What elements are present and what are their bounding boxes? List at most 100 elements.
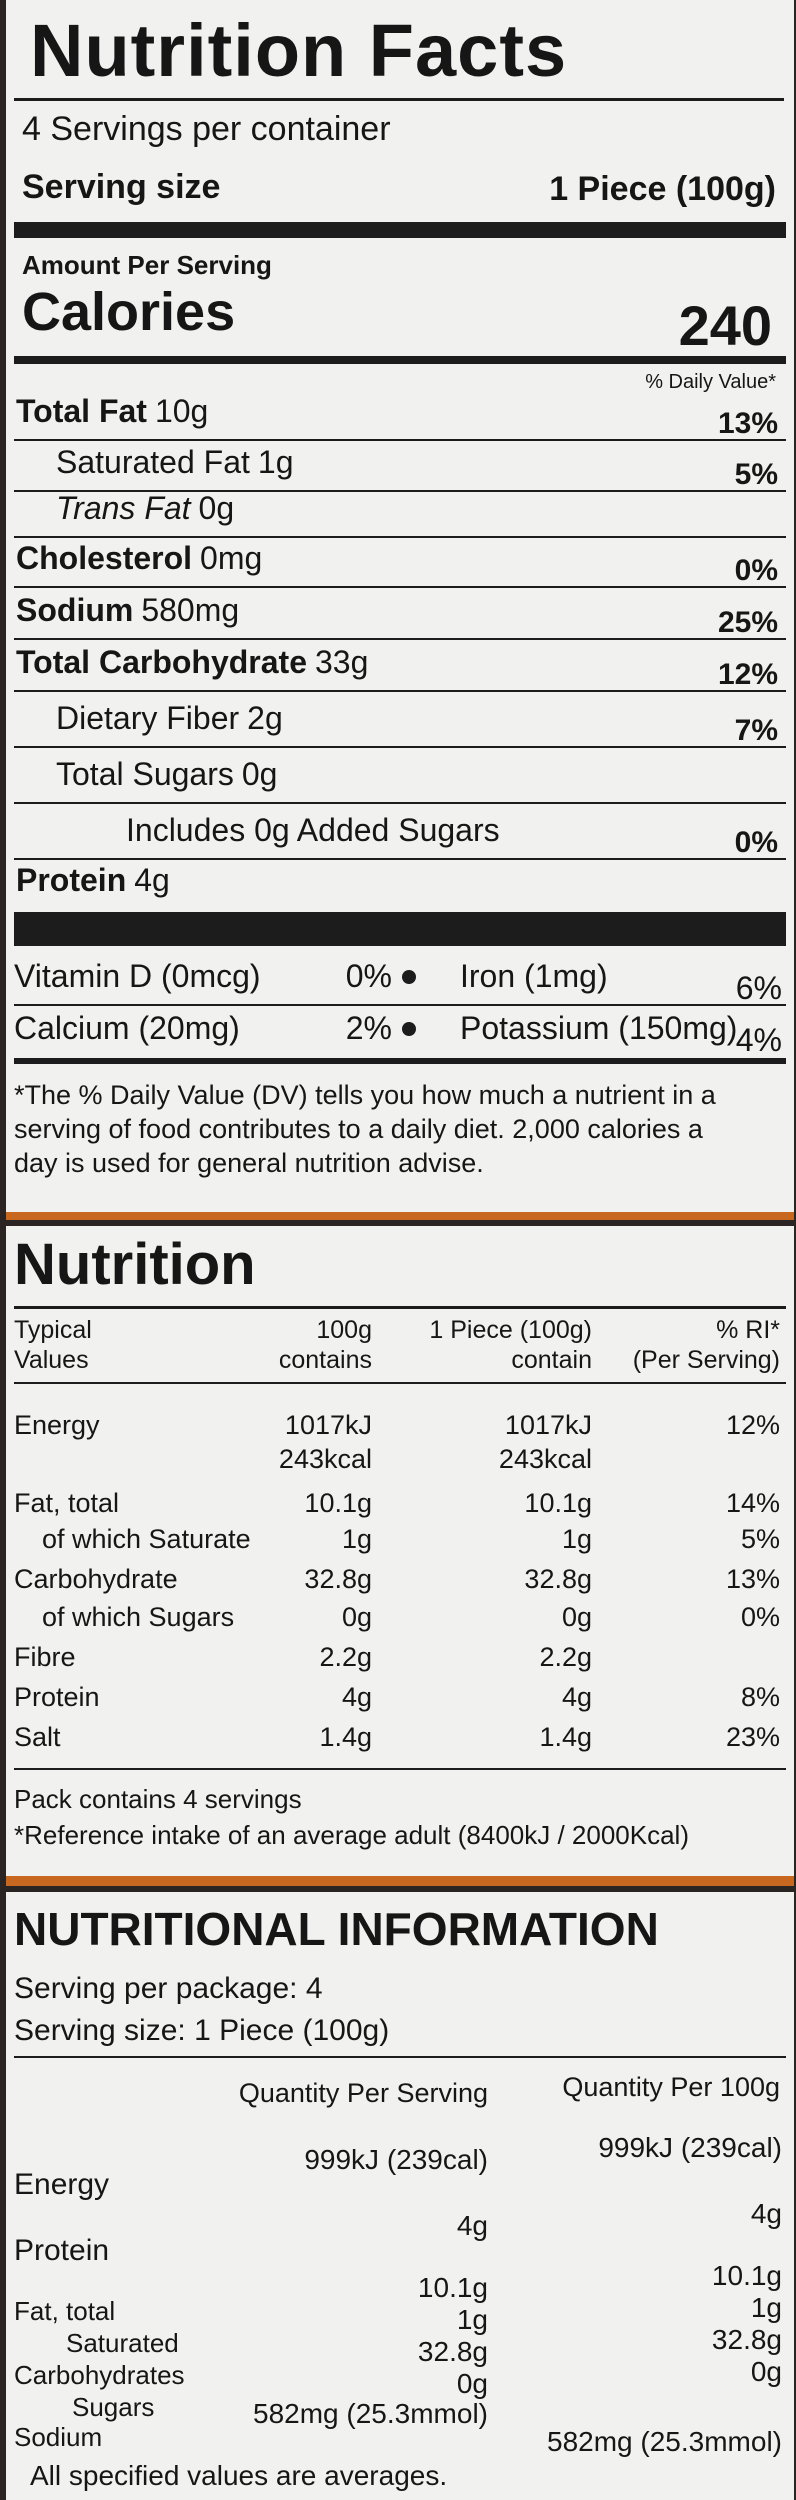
divider [14,1768,786,1770]
row-value: 999kJ (239cal) [598,2132,782,2163]
nutrient-name: Includes 0g Added Sugars [126,812,500,848]
row-label: Energy [14,1410,100,1440]
column-header: 1 Piece (100g) [429,1316,592,1344]
row-value: 10.1g [711,2260,782,2291]
orange-band [6,1876,794,1886]
nutrient-name: Total Carbohydrate [16,644,307,680]
row-value: 1g [456,2304,488,2335]
daily-value: 0% [734,554,778,587]
divider [14,858,786,860]
row-label: Fibre [14,1642,76,1672]
title: Nutrition [14,1232,256,1297]
nutrient-amount: 0mg [200,540,263,576]
nutrient-amount: 0g [198,490,235,526]
micronutrient-name: Vitamin D (0mcg) [14,958,261,994]
bullet [402,1022,416,1036]
nutrient-name: Total Fat [16,393,147,429]
nutrient-amount: 1g [257,444,294,480]
serving-per-package: Serving per package: 4 [14,1972,323,2005]
column-header: Typical [14,1316,92,1344]
nutrition-facts-panel [6,0,794,1212]
column-header: % RI* [716,1316,780,1344]
row-label: Salt [14,1722,61,1752]
nutrition-panel [6,1226,794,1876]
footnote-line: day is used for general nutrition advise… [14,1148,484,1178]
row-value: 5% [740,1524,780,1554]
divider [14,439,786,441]
row-label: Carbohydrate [14,1564,178,1594]
note: *Reference intake of an average adult (8… [14,1820,689,1850]
row-value: 14% [725,1488,780,1518]
row-value: 582mg (25.3mmol) [547,2426,782,2457]
row-label: Saturated [66,2328,179,2358]
row-value: 0% [740,1602,780,1632]
micronutrient-name: Iron (1mg) [460,958,608,994]
divider [14,802,786,804]
nutrient-amount: 580mg [141,592,240,628]
nutrient-name: Dietary Fiber [56,700,240,736]
calories-label: Calories [22,282,236,342]
nutrient-amount: 10g [154,393,209,429]
divider [14,536,786,538]
nutrient-name: Cholesterol [16,540,193,576]
divider [14,586,786,588]
column-header: 100g [316,1316,372,1344]
column-header: contain [511,1346,592,1374]
row-value: 10.1g [524,1488,592,1518]
row-label: Protein [14,2234,110,2267]
daily-value: 12% [717,658,778,691]
row-value: 4g [341,1682,372,1712]
note: Pack contains 4 servings [14,1784,302,1814]
row-label: Fat, total [14,2296,116,2326]
row-value: 0g [561,1602,592,1632]
divider [14,638,786,640]
row-value: 4g [561,1682,592,1712]
divider [14,1306,786,1309]
divider [14,746,786,748]
column-header: (Per Serving) [632,1346,780,1374]
divider [14,222,786,238]
row-value: 23% [725,1722,780,1752]
row-value: 1g [341,1524,372,1554]
divider [14,1004,786,1006]
row-value: 32.8g [304,1564,372,1594]
row-value: 582mg (25.3mmol) [253,2398,488,2429]
column-header: Quantity Per 100g [562,2072,780,2102]
row-value: 32.8g [417,2336,488,2367]
nutrient-amount: 4g [134,862,170,898]
row-value: 0g [750,2356,782,2387]
divider [14,356,786,364]
nutritional-information-panel [6,1892,794,2500]
row-label: Sodium [14,2422,103,2452]
row-label: of which Sugars [42,1602,235,1632]
micronutrient-dv: 2% [345,1010,392,1046]
footnote-line: *The % Daily Value (DV) tells you how mu… [14,1080,716,1110]
column-header: Values [14,1346,89,1374]
row-value: 999kJ (239cal) [304,2144,488,2175]
row-label: of which Saturate [42,1524,251,1554]
daily-value: 0% [734,826,778,859]
row-value: 8% [740,1682,780,1712]
row-label: Carbohydrates [14,2360,185,2390]
serving-size: Serving size: 1 Piece (100g) [14,2014,390,2047]
column-header: contains [278,1346,372,1374]
orange-band [6,1212,794,1220]
row-value: 2.2g [539,1642,592,1672]
row-value: 243kcal [498,1444,592,1474]
row-value: 13% [725,1564,780,1594]
row-label: Protein [14,1682,100,1712]
nutrient-name: Protein [16,862,127,898]
daily-value-header: % Daily Value* [645,371,776,393]
row-value: 2.2g [319,1642,372,1672]
row-value: 4g [456,2210,488,2241]
micronutrient-dv: 4% [735,1022,782,1058]
daily-value: 5% [734,458,778,491]
row-value: 243kcal [278,1444,372,1474]
divider [14,1382,786,1384]
serving-size-value: 1 Piece (100g) [549,170,776,208]
nutrient-name: Sodium [16,592,134,628]
title: NUTRITIONAL INFORMATION [14,1903,659,1955]
row-value: 0g [456,2368,488,2399]
